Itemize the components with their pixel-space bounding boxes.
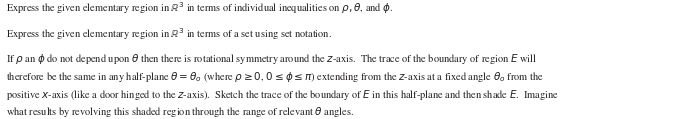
- Text: therefore be the same in any half-plane $\theta = \theta_o$ (where $\rho \geq 0$: therefore be the same in any half-plane …: [6, 70, 544, 84]
- Text: If $\rho$ an $\phi$ do not depend upon $\theta$ then there is rotational symmetr: If $\rho$ an $\phi$ do not depend upon $…: [6, 52, 537, 66]
- Text: what results by revolving this shaded region through the range of relevant $\the: what results by revolving this shaded re…: [6, 105, 354, 119]
- Text: Express the given elementary region in $\mathbb{R}^3$ in terms of a set using se: Express the given elementary region in $…: [6, 26, 332, 42]
- Text: Express the given elementary region in $\mathbb{R}^3$ in terms of individual ine: Express the given elementary region in $…: [6, 0, 393, 16]
- Text: positive $x$-axis (like a door hinged to the $z$-axis).  Sketch the trace of the: positive $x$-axis (like a door hinged to…: [6, 88, 559, 102]
